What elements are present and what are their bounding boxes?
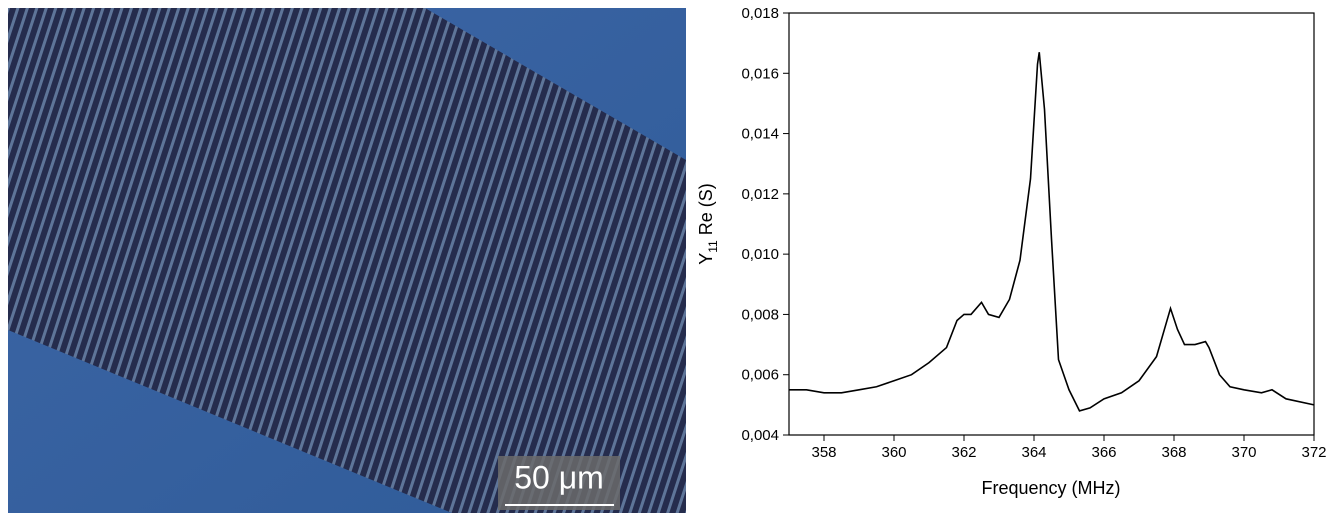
y-tick-label: 0,012 [741, 186, 779, 203]
x-tick-label: 362 [951, 444, 976, 461]
y-tick-label: 0,014 [741, 126, 779, 143]
scale-bar-label: 50 μm [514, 459, 604, 495]
y-label-symbol: Y [696, 253, 716, 265]
y-tick-label: 0,004 [741, 427, 779, 444]
x-tick-label: 358 [811, 444, 836, 461]
y-tick-label: 0,018 [741, 5, 779, 22]
y-tick-label: 0,006 [741, 367, 779, 384]
y-tick-label: 0,008 [741, 306, 779, 323]
y-axis-label: Y11 Re (S) [696, 183, 720, 265]
y-tick-label: 0,016 [741, 65, 779, 82]
y-label-text: Re (S) [696, 183, 716, 240]
x-tick-label: 372 [1301, 444, 1326, 461]
y-tick-label: 0,010 [741, 246, 779, 263]
plot-frame [788, 12, 1315, 436]
x-tick-label: 364 [1021, 444, 1046, 461]
x-tick-label: 370 [1231, 444, 1256, 461]
x-tick-label: 360 [881, 444, 906, 461]
data-line [789, 52, 1315, 412]
x-tick-label: 366 [1091, 444, 1116, 461]
x-axis-label: Frequency (MHz) [981, 478, 1120, 498]
x-tick-label: 368 [1161, 444, 1186, 461]
y-label-subscript: 11 [706, 240, 720, 253]
micrograph: 50 μm [8, 8, 686, 513]
